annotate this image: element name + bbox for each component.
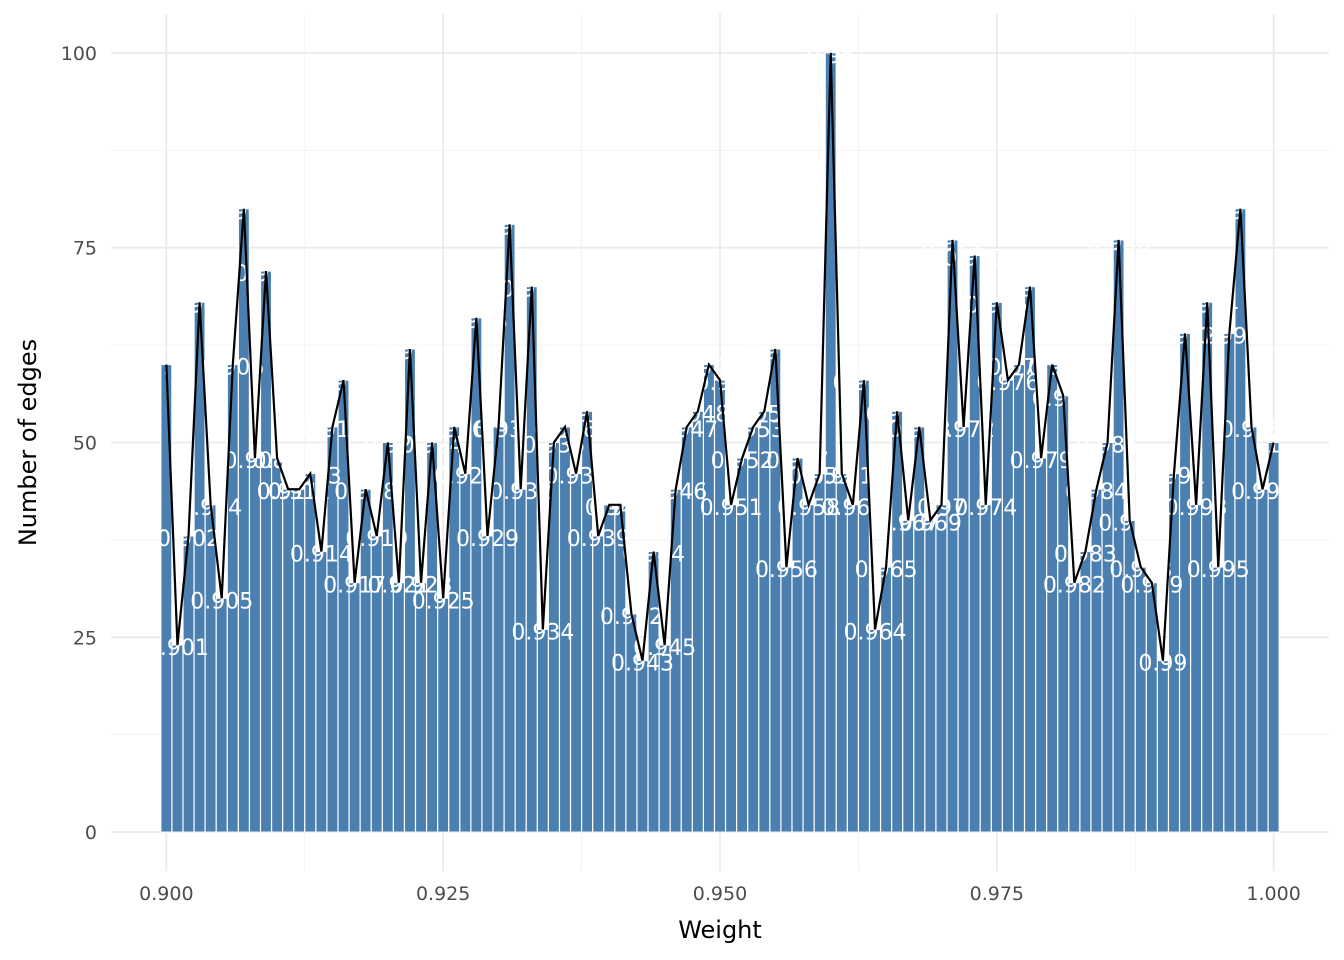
bar <box>1145 582 1158 833</box>
bar <box>304 473 317 833</box>
trend-line <box>165 52 1275 661</box>
bar <box>913 426 926 833</box>
bar <box>536 628 549 833</box>
bar <box>1256 488 1269 833</box>
bar <box>592 535 605 833</box>
bar <box>215 597 228 833</box>
bar <box>1001 379 1014 833</box>
bar-label: 0.953 <box>722 418 785 443</box>
bar <box>813 473 826 833</box>
bar <box>935 504 948 833</box>
bar <box>293 488 306 833</box>
bar <box>957 426 970 833</box>
y-tick-label: 25 <box>73 627 97 649</box>
x-tick-label: 0.950 <box>693 883 747 905</box>
bar <box>924 519 937 833</box>
bar-label: 0.988 <box>1109 558 1172 583</box>
bar-label: 0.94 <box>585 496 634 521</box>
x-tick-label: 0.925 <box>416 883 470 905</box>
y-tick-label: 100 <box>61 43 97 65</box>
bar-label: 0.958 <box>777 496 840 521</box>
bar <box>1212 566 1225 833</box>
bars <box>160 52 1280 833</box>
bar <box>171 644 184 833</box>
bar <box>1090 488 1103 833</box>
x-axis-title: Weight <box>678 916 762 944</box>
bar <box>249 457 261 833</box>
y-tick-label: 75 <box>73 238 97 260</box>
bar <box>979 504 992 833</box>
bar <box>1068 582 1081 833</box>
bar <box>880 566 893 833</box>
bar <box>835 473 848 833</box>
x-tick-label: 1.000 <box>1246 883 1300 905</box>
bar-label: 0.948 <box>666 402 729 427</box>
bar <box>869 628 881 833</box>
y-tick-label: 0 <box>85 822 97 844</box>
bar <box>714 379 726 833</box>
bar-label: 0.912 <box>268 480 331 505</box>
bar <box>758 410 771 833</box>
y-axis-tick-labels: 0 25 50 75 100 <box>61 43 97 844</box>
bar <box>1035 457 1048 833</box>
bar <box>802 504 815 833</box>
bar <box>636 660 649 833</box>
bar <box>1156 660 1169 833</box>
bar-value-labels: 0.90.9010.9020.9030.9040.9050.9060.9070.… <box>146 44 1294 677</box>
bar <box>271 457 284 833</box>
bar <box>415 582 427 833</box>
x-tick-label: 0.975 <box>970 883 1024 905</box>
bar <box>204 504 217 833</box>
bar <box>282 488 295 833</box>
y-tick-label: 50 <box>73 433 97 455</box>
x-axis-tick-labels: 0.900 0.925 0.950 0.975 1.000 <box>139 883 1301 905</box>
bar <box>846 504 859 833</box>
bar <box>1013 364 1025 833</box>
bar <box>691 410 704 833</box>
bar <box>1134 566 1147 833</box>
bar <box>481 535 494 833</box>
bar-label: 0.911 <box>257 480 320 505</box>
bar <box>780 566 793 833</box>
y-axis-title: Number of edges <box>14 339 42 546</box>
x-tick-label: 0.900 <box>139 883 193 905</box>
bar <box>392 582 405 833</box>
bar <box>747 426 760 833</box>
bar <box>725 504 737 833</box>
bar <box>348 582 361 833</box>
bar <box>437 597 450 833</box>
bar <box>1190 504 1203 833</box>
